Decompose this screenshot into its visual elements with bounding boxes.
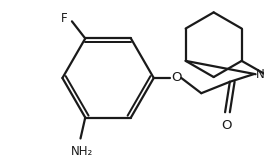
Text: O: O bbox=[171, 72, 182, 85]
Text: N: N bbox=[256, 68, 265, 81]
Text: O: O bbox=[222, 119, 232, 132]
Text: F: F bbox=[61, 12, 68, 25]
Text: NH₂: NH₂ bbox=[71, 145, 93, 158]
